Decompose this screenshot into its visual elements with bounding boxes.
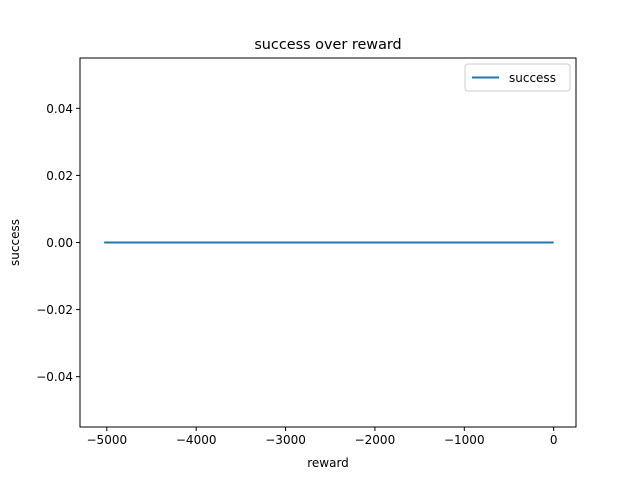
chart-title: success over reward	[254, 37, 401, 53]
y-axis-label: success	[8, 219, 22, 266]
y-tick-label: 0.00	[46, 236, 73, 250]
x-tick-label: −2000	[355, 433, 396, 447]
legend-box	[464, 63, 571, 92]
y-tick-label: 0.02	[46, 169, 73, 183]
y-axis: 0.04 0.02 0.00 −0.02 −0.04	[36, 102, 80, 384]
x-axis: −5000 −4000 −3000 −2000 −1000 0	[87, 427, 558, 447]
x-tick-label: −4000	[176, 433, 217, 447]
legend: success	[464, 63, 571, 92]
x-tick-label: −5000	[87, 433, 128, 447]
x-tick-label: −3000	[265, 433, 306, 447]
x-axis-label: reward	[307, 456, 349, 470]
legend-label-success: success	[509, 71, 556, 85]
x-tick-label: −1000	[444, 433, 485, 447]
y-tick-label: 0.04	[46, 102, 73, 116]
y-tick-label: −0.04	[36, 370, 73, 384]
x-tick-label: 0	[550, 433, 558, 447]
y-tick-label: −0.02	[36, 303, 73, 317]
